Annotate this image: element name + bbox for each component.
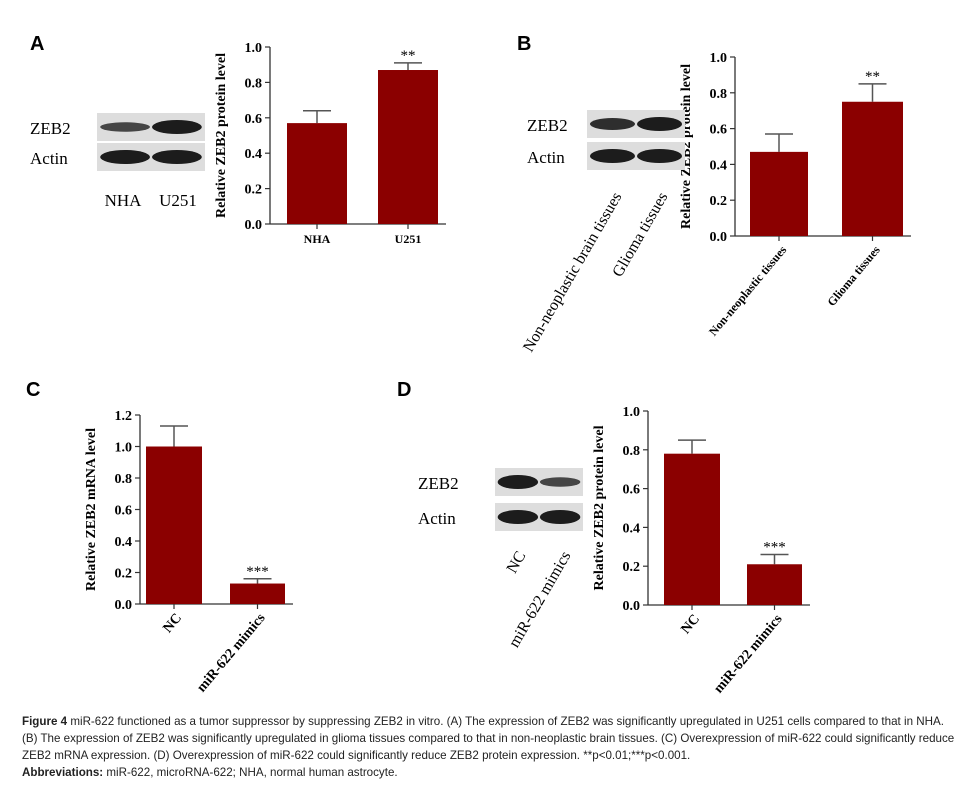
caption-label: Figure 4 [22, 715, 68, 728]
y-tick-label: 0.4 [623, 521, 641, 536]
blot-band [539, 477, 581, 487]
y-tick-label: 1.2 [115, 409, 133, 424]
panel-label-C: C [26, 379, 40, 401]
y-tick-label: 0.2 [710, 194, 728, 209]
y-tick-label: 0.4 [245, 147, 263, 162]
significance-marker: ** [865, 69, 880, 85]
y-axis-label: Relative ZEB2 protein level [592, 425, 607, 590]
y-tick-label: 0.6 [623, 483, 641, 498]
y-tick-label: 0.4 [115, 535, 133, 550]
bar-nha [287, 123, 347, 224]
caption-text: miR-622 functioned as a tumor suppressor… [22, 715, 955, 762]
bar-mir-622-mimics [747, 564, 802, 605]
blot-row-label: ZEB2 [30, 119, 71, 138]
blot-row-label: Actin [527, 148, 565, 167]
abbreviations-text: miR-622, microRNA-622; NHA, normal human… [103, 766, 398, 779]
bar-glioma-tissues [842, 101, 903, 236]
y-tick-label: 1.0 [710, 51, 728, 66]
blot-band [589, 118, 636, 130]
x-tick-label: Glioma tissues [824, 243, 883, 309]
blot-band [636, 117, 683, 131]
y-tick-label: 0.2 [623, 560, 641, 575]
blot-row-label: ZEB2 [418, 474, 459, 493]
y-tick-label: 1.0 [245, 41, 263, 56]
y-axis-label: Relative ZEB2 protein level [214, 53, 229, 218]
blot-row-label: Actin [30, 149, 68, 168]
y-tick-label: 0.8 [623, 444, 641, 459]
significance-marker: *** [763, 540, 786, 556]
blot-band [152, 120, 202, 134]
y-tick-label: 0.0 [710, 230, 728, 245]
y-tick-label: 0.0 [623, 599, 641, 614]
x-tick-label: miR-622 mimics [194, 611, 269, 696]
figure: A B C D 0.0 0.2 0.4 0.6 0.8 1.0 Relative ZEB2 prot… [26, 33, 911, 697]
blot-row-label: ZEB2 [527, 116, 568, 135]
x-tick-label: NC [161, 611, 185, 636]
significance-marker: ** [401, 48, 416, 64]
bar-u251 [378, 70, 438, 224]
y-tick-label: 0.6 [115, 504, 133, 519]
y-tick-label: 0.8 [245, 76, 263, 91]
y-axis-label: Relative ZEB2 protein level [679, 64, 694, 229]
blot-lane-label: NHA [105, 191, 143, 210]
figure-caption: Figure 4 miR-622 functioned as a tumor s… [22, 713, 957, 781]
x-tick-label: NC [679, 612, 703, 637]
blot-band [100, 122, 150, 132]
x-tick-label: NHA [304, 232, 331, 246]
significance-marker: *** [246, 564, 269, 580]
y-tick-label: 0.6 [710, 123, 728, 138]
blot-band [497, 510, 539, 524]
blot-band [100, 150, 150, 164]
panel-label-B: B [517, 33, 531, 55]
y-tick-label: 0.8 [710, 87, 728, 102]
x-tick-label: miR-622 mimics [711, 612, 786, 697]
bar-nc [664, 453, 720, 605]
blot-lane-label: U251 [159, 191, 197, 210]
panel-label-D: D [397, 379, 411, 401]
y-tick-label: 0.8 [115, 472, 133, 487]
abbreviations-label: Abbreviations: [22, 766, 104, 779]
y-tick-label: 0.0 [245, 218, 263, 233]
bar-nc [146, 446, 202, 604]
y-axis-label: Relative ZEB2 mRNA level [84, 428, 99, 591]
y-tick-label: 0.0 [115, 598, 133, 613]
blot-band [497, 475, 539, 489]
y-tick-label: 0.2 [245, 183, 263, 198]
y-tick-label: 1.0 [623, 405, 641, 420]
x-tick-label: U251 [395, 232, 422, 246]
y-tick-label: 1.0 [115, 441, 133, 456]
y-tick-label: 0.4 [710, 158, 728, 173]
blot-row-label: Actin [418, 509, 456, 528]
blot-lane-label: NC [504, 549, 530, 577]
x-tick-label: Non-neoplastic tissues [706, 243, 790, 339]
blot-band [539, 510, 581, 524]
blot-band [636, 149, 683, 163]
y-tick-label: 0.2 [115, 567, 133, 582]
bar-non-neoplastic-tissues [750, 151, 808, 236]
y-tick-label: 0.6 [245, 112, 263, 127]
panel-label-A: A [30, 33, 44, 55]
bar-mir-622-mimics [230, 583, 285, 604]
blot-band [152, 150, 202, 164]
blot-band [589, 149, 636, 163]
